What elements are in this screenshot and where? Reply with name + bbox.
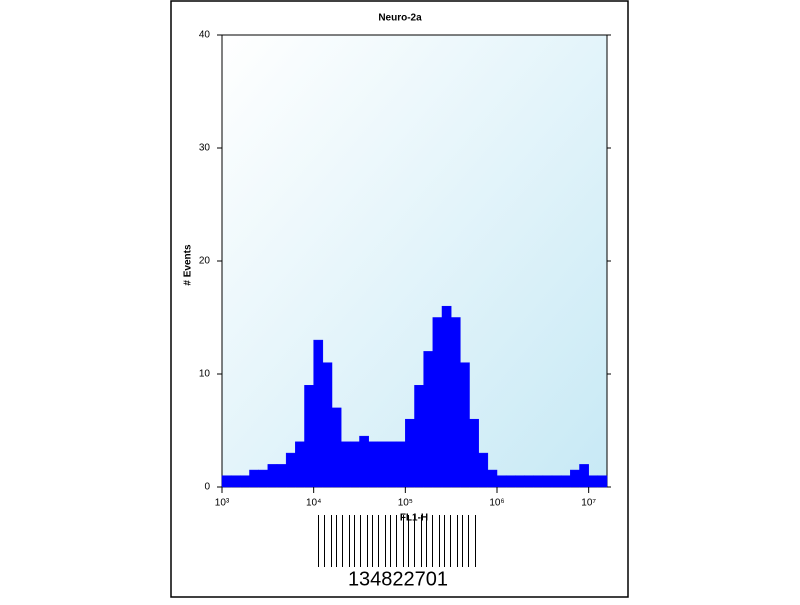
barcode-bar: [385, 515, 386, 567]
y-axis-label: # Events: [183, 244, 194, 286]
barcode-bar: [414, 515, 415, 567]
barcode-number: 134822701: [348, 568, 448, 590]
histogram-bar: [496, 475, 507, 488]
histogram-bar: [551, 475, 562, 488]
histogram-bar: [377, 441, 388, 488]
histogram-bar: [368, 441, 379, 488]
histogram-bar: [258, 469, 269, 488]
x-tick-label: 10⁴: [306, 498, 321, 509]
barcode-bar: [450, 515, 451, 567]
barcode-bar: [468, 515, 469, 567]
histogram-bar: [570, 469, 580, 488]
histogram-bar: [230, 475, 241, 488]
barcode-bar: [354, 515, 355, 567]
histogram-bar: [432, 317, 443, 488]
histogram-bar: [524, 475, 534, 488]
x-tick-label: 10⁶: [489, 498, 504, 509]
histogram-bar: [505, 475, 516, 488]
histogram-bar: [487, 469, 498, 488]
histogram-bar: [542, 475, 553, 488]
histogram-bar: [560, 475, 571, 488]
barcode-bar: [426, 515, 427, 567]
chart-title: Neuro-2a: [378, 13, 422, 24]
barcode-bar: [390, 515, 391, 567]
barcode-bar: [475, 515, 476, 567]
barcode-bar: [403, 515, 404, 567]
histogram-bar: [267, 464, 278, 488]
histogram-bar: [359, 435, 369, 488]
histogram-bar: [350, 441, 360, 488]
histogram-bar: [395, 441, 406, 488]
barcode-bar: [462, 515, 463, 567]
histogram-bar: [588, 475, 599, 488]
histogram-bar: [322, 362, 333, 488]
histogram-bar: [460, 362, 470, 488]
frame: [170, 0, 629, 598]
barcode-bar: [360, 515, 361, 567]
histogram-bar: [221, 475, 232, 488]
histogram-bar: [597, 475, 608, 488]
y-tick-label: 20: [199, 256, 211, 267]
barcode-bar: [342, 515, 343, 567]
histogram-bar: [478, 452, 489, 488]
histogram-bar: [340, 441, 351, 488]
histogram-bar: [405, 418, 415, 488]
barcode-bar: [396, 515, 397, 567]
histogram-bar: [450, 317, 461, 488]
y-tick-label: 10: [199, 369, 211, 380]
barcode-bar: [439, 515, 440, 567]
histogram-bar: [285, 452, 296, 488]
histogram-bar: [469, 418, 479, 488]
histogram-bar: [276, 464, 287, 488]
barcode-bar: [324, 515, 325, 567]
barcode-bar: [378, 515, 379, 567]
histogram-bar: [240, 475, 250, 488]
x-tick-label: 10³: [215, 498, 230, 509]
histogram-bar: [533, 475, 544, 488]
histogram-bar: [304, 385, 314, 488]
y-tick-label: 30: [199, 143, 211, 154]
y-tick-label: 40: [199, 30, 211, 41]
barcode-bar: [336, 515, 337, 567]
barcode-bar: [421, 515, 422, 567]
histogram-bar: [331, 407, 342, 488]
x-tick-label: 10⁷: [581, 498, 596, 509]
barcode: [318, 515, 476, 567]
y-tick-label: 0: [204, 482, 210, 493]
barcode-bar: [457, 515, 458, 567]
histogram-bar: [386, 441, 397, 488]
barcode-bar: [367, 515, 368, 567]
histogram-bar: [249, 469, 259, 488]
histogram-bar: [579, 464, 589, 488]
x-tick-label: 10⁵: [398, 498, 413, 509]
histogram-bar: [423, 351, 434, 488]
histogram-bar: [414, 385, 424, 488]
barcode-bar: [331, 515, 332, 567]
histogram-bar: [295, 441, 305, 488]
histogram-bar: [313, 339, 324, 488]
barcode-bar: [318, 515, 319, 567]
histogram-bar: [441, 305, 452, 488]
barcode-bar: [408, 515, 409, 567]
barcode-bar: [432, 515, 433, 567]
barcode-bar: [444, 515, 445, 567]
barcode-bar: [349, 515, 350, 567]
histogram-bar: [515, 475, 525, 488]
barcode-bar: [372, 515, 373, 567]
